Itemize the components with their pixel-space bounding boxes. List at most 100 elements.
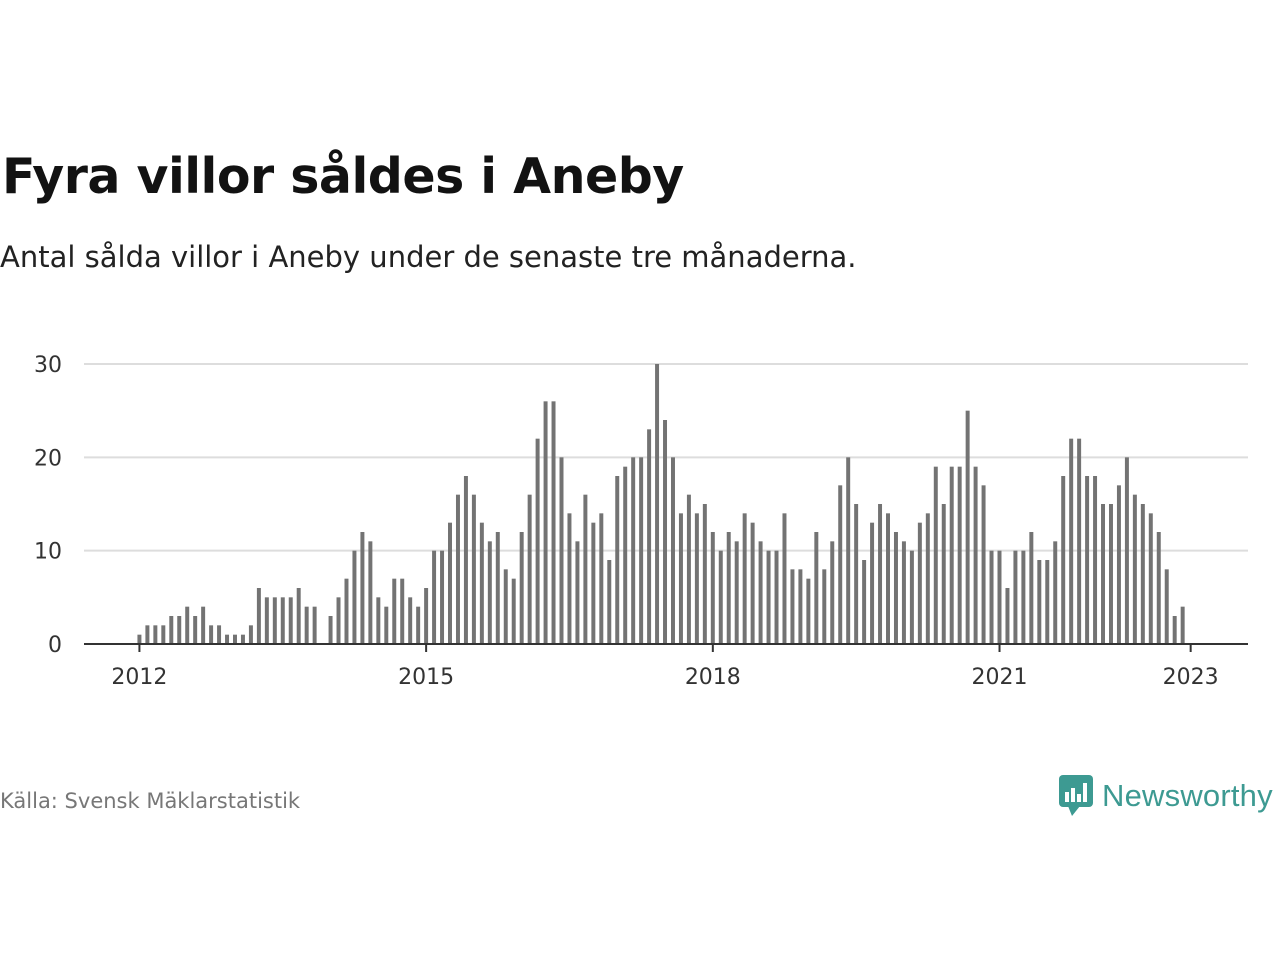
bar bbox=[408, 597, 413, 644]
bar bbox=[559, 457, 564, 644]
bar bbox=[543, 401, 548, 644]
bar bbox=[1116, 485, 1121, 644]
bar bbox=[734, 541, 739, 644]
bar bbox=[137, 634, 142, 644]
bar bbox=[392, 578, 397, 644]
y-tick-label-0: 0 bbox=[48, 633, 62, 658]
bar bbox=[519, 532, 524, 644]
x-tick-label-2021: 2021 bbox=[972, 665, 1028, 690]
bar bbox=[1148, 513, 1153, 644]
bar bbox=[957, 466, 962, 644]
bar bbox=[432, 550, 437, 644]
bar bbox=[886, 513, 890, 644]
bar bbox=[663, 420, 668, 644]
bar bbox=[790, 569, 795, 644]
bar bbox=[949, 466, 954, 644]
bar bbox=[694, 513, 699, 644]
bar bbox=[1069, 438, 1074, 644]
bar bbox=[686, 494, 691, 644]
chart-title: Fyra villor såldes i Aneby bbox=[2, 148, 684, 205]
bar bbox=[806, 578, 811, 644]
bar-chart: 0 10 20 30 4 2012 2015 2018 2021 2023 bbox=[34, 340, 1248, 690]
bar bbox=[312, 606, 317, 644]
bar bbox=[726, 532, 731, 644]
bar bbox=[838, 485, 843, 644]
bar bbox=[718, 550, 723, 644]
bar bbox=[264, 597, 269, 644]
bar bbox=[336, 597, 341, 644]
bar bbox=[1124, 457, 1129, 644]
bar bbox=[272, 597, 277, 644]
bar bbox=[599, 513, 604, 644]
bar bbox=[376, 597, 381, 644]
bar bbox=[893, 532, 898, 644]
bar bbox=[527, 494, 532, 644]
bar bbox=[1037, 560, 1042, 644]
bar bbox=[463, 476, 468, 644]
bar bbox=[240, 634, 245, 644]
bar bbox=[248, 625, 253, 644]
bar bbox=[758, 541, 763, 644]
bar bbox=[782, 513, 787, 644]
bar bbox=[917, 522, 922, 644]
bar bbox=[479, 522, 484, 644]
bar bbox=[256, 588, 261, 644]
bar bbox=[774, 550, 779, 644]
bar bbox=[1140, 504, 1145, 644]
bar bbox=[870, 522, 875, 644]
bar bbox=[710, 532, 715, 644]
bar bbox=[280, 597, 285, 644]
bar bbox=[209, 625, 214, 644]
bar bbox=[471, 494, 476, 644]
bar bbox=[511, 578, 516, 644]
bar bbox=[647, 429, 652, 644]
bar bbox=[233, 634, 237, 644]
bar bbox=[575, 541, 580, 644]
bar bbox=[352, 550, 357, 644]
bar bbox=[1108, 504, 1113, 644]
bar bbox=[400, 578, 405, 644]
bar bbox=[1132, 494, 1137, 644]
bar bbox=[822, 569, 827, 644]
bar bbox=[933, 466, 938, 644]
bar bbox=[678, 513, 683, 644]
newsworthy-logo: Newsworthy bbox=[1058, 774, 1273, 818]
bar bbox=[1053, 541, 1058, 644]
bar bbox=[1156, 532, 1161, 644]
bar bbox=[742, 513, 747, 644]
bar bbox=[551, 401, 556, 644]
bar bbox=[440, 550, 445, 644]
x-tick-label-2023: 2023 bbox=[1163, 665, 1219, 690]
bar bbox=[455, 494, 460, 644]
bar bbox=[448, 522, 452, 644]
bar bbox=[1013, 550, 1018, 644]
bar bbox=[878, 504, 883, 644]
bar bbox=[169, 616, 174, 644]
bar bbox=[304, 606, 309, 644]
y-tick-label-30: 30 bbox=[34, 353, 62, 378]
bar bbox=[1172, 616, 1177, 644]
bar bbox=[981, 485, 986, 644]
y-tick-label-20: 20 bbox=[34, 446, 62, 471]
bar bbox=[344, 578, 349, 644]
x-tick-label-2012: 2012 bbox=[111, 665, 167, 690]
bar bbox=[798, 569, 803, 644]
bar bbox=[1045, 560, 1050, 644]
bar bbox=[909, 550, 914, 644]
bar bbox=[941, 504, 946, 644]
bar bbox=[583, 494, 588, 644]
source-note: Källa: Svensk Mäklarstatistik bbox=[0, 789, 301, 813]
bar bbox=[1085, 476, 1090, 644]
y-tick-label-10: 10 bbox=[34, 540, 62, 565]
bar bbox=[217, 625, 222, 644]
bar bbox=[368, 541, 373, 644]
bar bbox=[1005, 588, 1010, 644]
bar bbox=[535, 438, 540, 644]
bar bbox=[177, 616, 182, 644]
bar bbox=[591, 522, 596, 644]
bar bbox=[997, 550, 1002, 644]
bar bbox=[830, 541, 835, 644]
bar bbox=[750, 522, 755, 644]
bar bbox=[655, 364, 660, 644]
bar bbox=[153, 625, 158, 644]
